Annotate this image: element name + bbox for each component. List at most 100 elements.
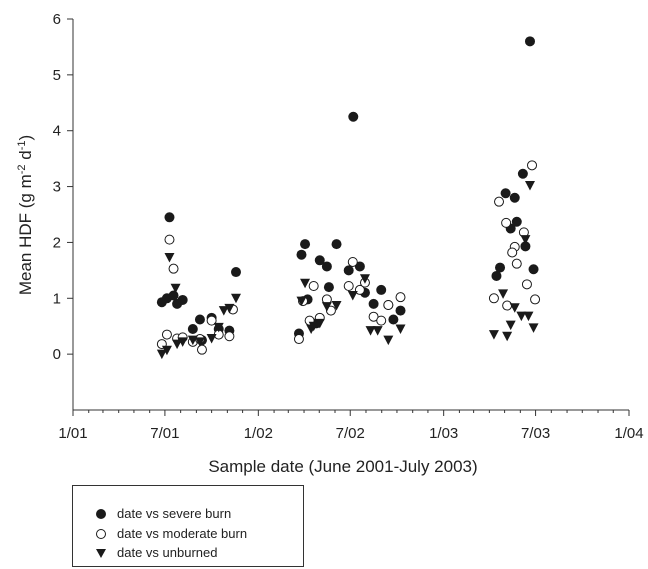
severe-burn-point bbox=[343, 265, 354, 276]
unburned-point bbox=[347, 290, 358, 301]
severe-burn-point bbox=[509, 192, 520, 203]
severe-burn-point bbox=[321, 261, 332, 272]
unburned-point bbox=[156, 349, 167, 360]
y-tick-label: 5 bbox=[53, 67, 61, 84]
severe-burn-point bbox=[524, 36, 535, 47]
moderate-burn-point bbox=[347, 256, 358, 267]
moderate-burn-point bbox=[308, 280, 319, 291]
severe-burn-point bbox=[348, 111, 359, 122]
x-tick-label: 7/02 bbox=[336, 425, 365, 442]
severe-burn-point bbox=[194, 314, 205, 325]
x-axis-label: Sample date (June 2001-July 2003) bbox=[208, 457, 477, 476]
unburned-point bbox=[308, 321, 319, 332]
severe-burn-point bbox=[296, 249, 307, 260]
severe-burn-point bbox=[495, 262, 506, 273]
moderate-burn-point bbox=[521, 279, 532, 290]
unburned-point bbox=[321, 302, 332, 312]
severe-burn-point bbox=[528, 264, 539, 275]
axes-frame bbox=[72, 19, 629, 411]
moderate-burn-point bbox=[502, 300, 513, 311]
moderate-burn-point bbox=[511, 258, 522, 269]
moderate-burn-point bbox=[224, 331, 235, 342]
unburned-point bbox=[194, 337, 205, 347]
severe-burn-point bbox=[368, 298, 379, 309]
severe-burn-point bbox=[314, 255, 325, 266]
severe-burn-point bbox=[164, 212, 175, 223]
moderate-burn-point bbox=[530, 294, 541, 305]
unburned-point bbox=[359, 274, 370, 284]
unburned-point bbox=[172, 339, 183, 350]
y-tick-label: 2 bbox=[53, 234, 61, 251]
severe-burn-point bbox=[331, 239, 342, 250]
x-tick-label: 1/04 bbox=[614, 425, 643, 442]
severe-burn-point bbox=[511, 216, 522, 227]
unburned-point bbox=[206, 334, 217, 344]
unburned-point bbox=[331, 301, 342, 311]
severe-burn-point bbox=[168, 290, 179, 301]
unburned-point bbox=[177, 337, 188, 347]
moderate-burn-point bbox=[507, 247, 518, 258]
moderate-burn-point bbox=[494, 196, 505, 207]
y-tick-label: 0 bbox=[53, 346, 61, 363]
x-axis-ticks: 1/01 7/01 1/02 7/02 1/03 7/03 1/04 bbox=[58, 410, 644, 442]
severe-burn-point bbox=[517, 168, 528, 179]
legend: date vs severe burn date vs moderate bur… bbox=[72, 485, 304, 567]
legend-label-severe-burn: date vs severe burn bbox=[117, 506, 232, 521]
moderate-burn-point bbox=[376, 315, 387, 326]
moderate-burn-point bbox=[161, 329, 172, 340]
unburned-point bbox=[498, 289, 509, 299]
unburned-point bbox=[372, 326, 383, 336]
severe-burn-point bbox=[323, 282, 334, 293]
moderate-burn-point bbox=[168, 263, 179, 274]
triangle-down-marker-icon bbox=[96, 548, 106, 558]
unburned-point bbox=[314, 318, 325, 329]
legend-label-unburned: date vs unburned bbox=[117, 545, 218, 560]
moderate-burn-point bbox=[293, 334, 304, 345]
severe-burn-point bbox=[230, 267, 241, 278]
legend-label-moderate-burn: date vs moderate burn bbox=[117, 526, 248, 541]
filled-circle-marker-icon bbox=[96, 508, 106, 519]
y-tick-label: 4 bbox=[53, 123, 61, 140]
unburned-point bbox=[164, 253, 175, 263]
unburned-point bbox=[488, 330, 499, 340]
moderate-burn-point bbox=[488, 293, 499, 304]
y-axis-label: Mean HDF (g m-2 d-1) bbox=[16, 135, 35, 295]
series-0 bbox=[156, 36, 539, 346]
moderate-burn-point bbox=[354, 284, 365, 295]
moderate-burn-point bbox=[196, 344, 207, 355]
x-tick-label: 7/01 bbox=[150, 425, 179, 442]
unburned-point bbox=[224, 303, 235, 314]
moderate-burn-point bbox=[395, 292, 406, 303]
legend-item-moderate-burn: date vs moderate burn bbox=[95, 526, 247, 541]
unburned-point bbox=[502, 331, 513, 342]
unburned-point bbox=[524, 180, 535, 191]
unburned-point bbox=[509, 303, 520, 313]
severe-burn-point bbox=[500, 188, 511, 199]
unburned-point bbox=[170, 283, 181, 294]
y-tick-label: 3 bbox=[53, 179, 61, 196]
unburned-point bbox=[213, 322, 224, 333]
severe-burn-point bbox=[388, 314, 399, 325]
series-2 bbox=[156, 180, 539, 360]
y-tick-label: 6 bbox=[53, 11, 61, 28]
moderate-burn-point bbox=[164, 234, 175, 245]
unburned-point bbox=[383, 335, 394, 346]
x-tick-label: 1/03 bbox=[429, 425, 458, 442]
moderate-burn-point bbox=[383, 299, 394, 310]
unburned-point bbox=[230, 293, 241, 304]
series-1 bbox=[156, 160, 541, 355]
x-tick-label: 7/03 bbox=[521, 425, 550, 442]
legend-item-severe-burn: date vs severe burn bbox=[95, 506, 231, 521]
severe-burn-point bbox=[187, 324, 198, 335]
unburned-point bbox=[528, 323, 539, 333]
x-tick-label: 1/01 bbox=[58, 425, 87, 442]
moderate-burn-point bbox=[343, 280, 354, 291]
unburned-point bbox=[516, 311, 527, 322]
data-points bbox=[156, 36, 541, 360]
y-axis-ticks: 0 1 2 3 4 5 6 bbox=[53, 11, 73, 363]
moderate-burn-point bbox=[501, 217, 512, 228]
unburned-point bbox=[161, 345, 172, 356]
unburned-point bbox=[395, 324, 406, 335]
y-tick-label: 1 bbox=[53, 290, 61, 307]
unburned-point bbox=[520, 235, 531, 245]
